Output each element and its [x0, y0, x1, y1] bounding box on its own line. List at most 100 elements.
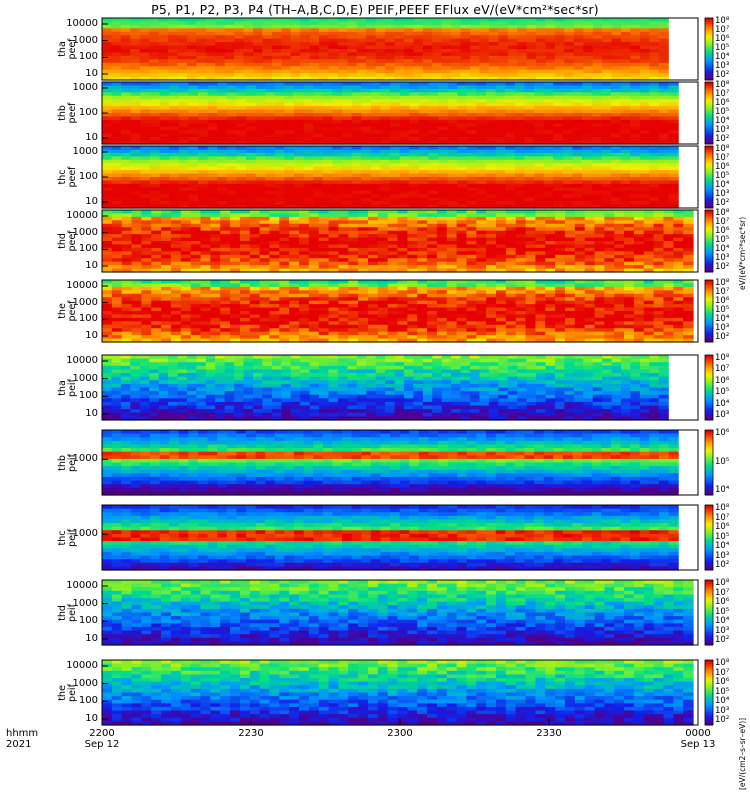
heatmap-cell [217, 187, 228, 192]
heatmap-cell [281, 31, 292, 36]
heatmap-cell [649, 69, 660, 74]
heatmap-cell [390, 159, 401, 164]
heatmap-cell [130, 99, 142, 104]
heatmap-cell [102, 173, 113, 178]
heatmap-cell [488, 28, 499, 33]
heatmap-cell [668, 85, 679, 90]
heatmap-cell [409, 140, 420, 145]
colorbar-step [705, 265, 713, 269]
heatmap-cell [582, 99, 593, 104]
heatmap-cell [643, 254, 655, 259]
heatmap-cell [351, 180, 362, 185]
heatmap-cell [309, 52, 320, 57]
heatmap-cell [111, 194, 122, 199]
heatmap-cell [226, 177, 238, 182]
heatmap-cell [190, 241, 202, 246]
heatmap-cell [180, 283, 192, 288]
heatmap-cell [653, 227, 665, 232]
heatmap-cell [236, 183, 247, 188]
heatmap-cell [262, 38, 273, 43]
heatmap-cell [486, 227, 497, 232]
heatmap-cell [111, 140, 122, 145]
heatmap-cell [630, 126, 641, 131]
heatmap-cell [150, 156, 161, 161]
heatmap-cell [121, 230, 133, 235]
heatmap-cell [479, 28, 490, 33]
heatmap-cell [190, 251, 202, 256]
heatmap-cell [262, 49, 273, 54]
heatmap-cell [545, 234, 556, 239]
heatmap-cell [161, 241, 172, 246]
heatmap-cell [284, 152, 295, 157]
heatmap-cell [299, 220, 310, 225]
colorbar-step [705, 44, 713, 48]
heatmap-cell [249, 314, 261, 319]
heatmap-cell [151, 220, 162, 225]
heatmap-cell [338, 241, 349, 246]
heatmap-cell [322, 88, 334, 93]
heatmap-cell [217, 163, 228, 168]
heatmap-cell [643, 227, 655, 232]
heatmap-cell [102, 146, 113, 151]
heatmap-cell [543, 109, 554, 114]
heatmap-cell [505, 119, 516, 124]
heatmap-cell [265, 113, 276, 118]
colorbar-step [705, 57, 713, 60]
heatmap-cell [303, 126, 314, 131]
heatmap-cell [536, 69, 547, 74]
heatmap-cell [259, 223, 271, 228]
heatmap-cell [543, 166, 554, 171]
heatmap-cell [151, 254, 162, 259]
heatmap-cell [447, 159, 458, 164]
heatmap-cell [300, 69, 311, 74]
heatmap-cell [630, 109, 641, 114]
heatmap-cell [220, 216, 231, 221]
heatmap-cell [141, 258, 152, 263]
heatmap-cell [397, 261, 408, 266]
heatmap-cell [447, 201, 458, 206]
heatmap-cell [620, 126, 631, 131]
heatmap-cell [417, 216, 428, 221]
heatmap-cell [630, 38, 641, 43]
heatmap-cell [169, 197, 180, 202]
heatmap-cell [390, 113, 401, 118]
heatmap-cell [313, 166, 324, 171]
heatmap-cell [196, 24, 207, 29]
heatmap-cell [515, 244, 527, 249]
heatmap-cell [409, 106, 420, 111]
heatmap-cell [495, 92, 506, 97]
heatmap-cell [403, 31, 415, 36]
heatmap-cell [151, 216, 162, 221]
heatmap-cell [447, 156, 458, 161]
heatmap-cell [111, 35, 122, 40]
heatmap-cell [545, 28, 556, 33]
heatmap-cell [399, 180, 410, 185]
heatmap-cell [169, 82, 180, 87]
heatmap-cell [149, 42, 160, 47]
heatmap-cell [347, 28, 358, 33]
heatmap-cell [375, 21, 386, 26]
heatmap-cell [131, 254, 142, 259]
heatmap-cell [543, 119, 554, 124]
heatmap-cell [322, 177, 334, 182]
heatmap-cell [417, 220, 428, 225]
heatmap-cell [262, 52, 273, 57]
heatmap-cell [515, 237, 527, 242]
heatmap-cell [159, 92, 170, 97]
heatmap-cell [322, 183, 334, 188]
colorbar-step [705, 210, 713, 213]
heatmap-cell [255, 99, 266, 104]
heatmap-cell [120, 52, 131, 57]
heatmap-cell [342, 163, 353, 168]
heatmap-cell [205, 52, 216, 57]
heatmap-cell [319, 42, 330, 47]
heatmap-cell [479, 45, 490, 50]
heatmap-cell [367, 283, 379, 288]
heatmap-cell [663, 237, 674, 242]
heatmap-cell [387, 261, 399, 266]
heatmap-cell [252, 38, 264, 43]
colorbar-step [705, 236, 713, 240]
heatmap-cell [592, 45, 603, 50]
heatmap-cell [210, 328, 221, 333]
heatmap-cell [562, 109, 574, 114]
